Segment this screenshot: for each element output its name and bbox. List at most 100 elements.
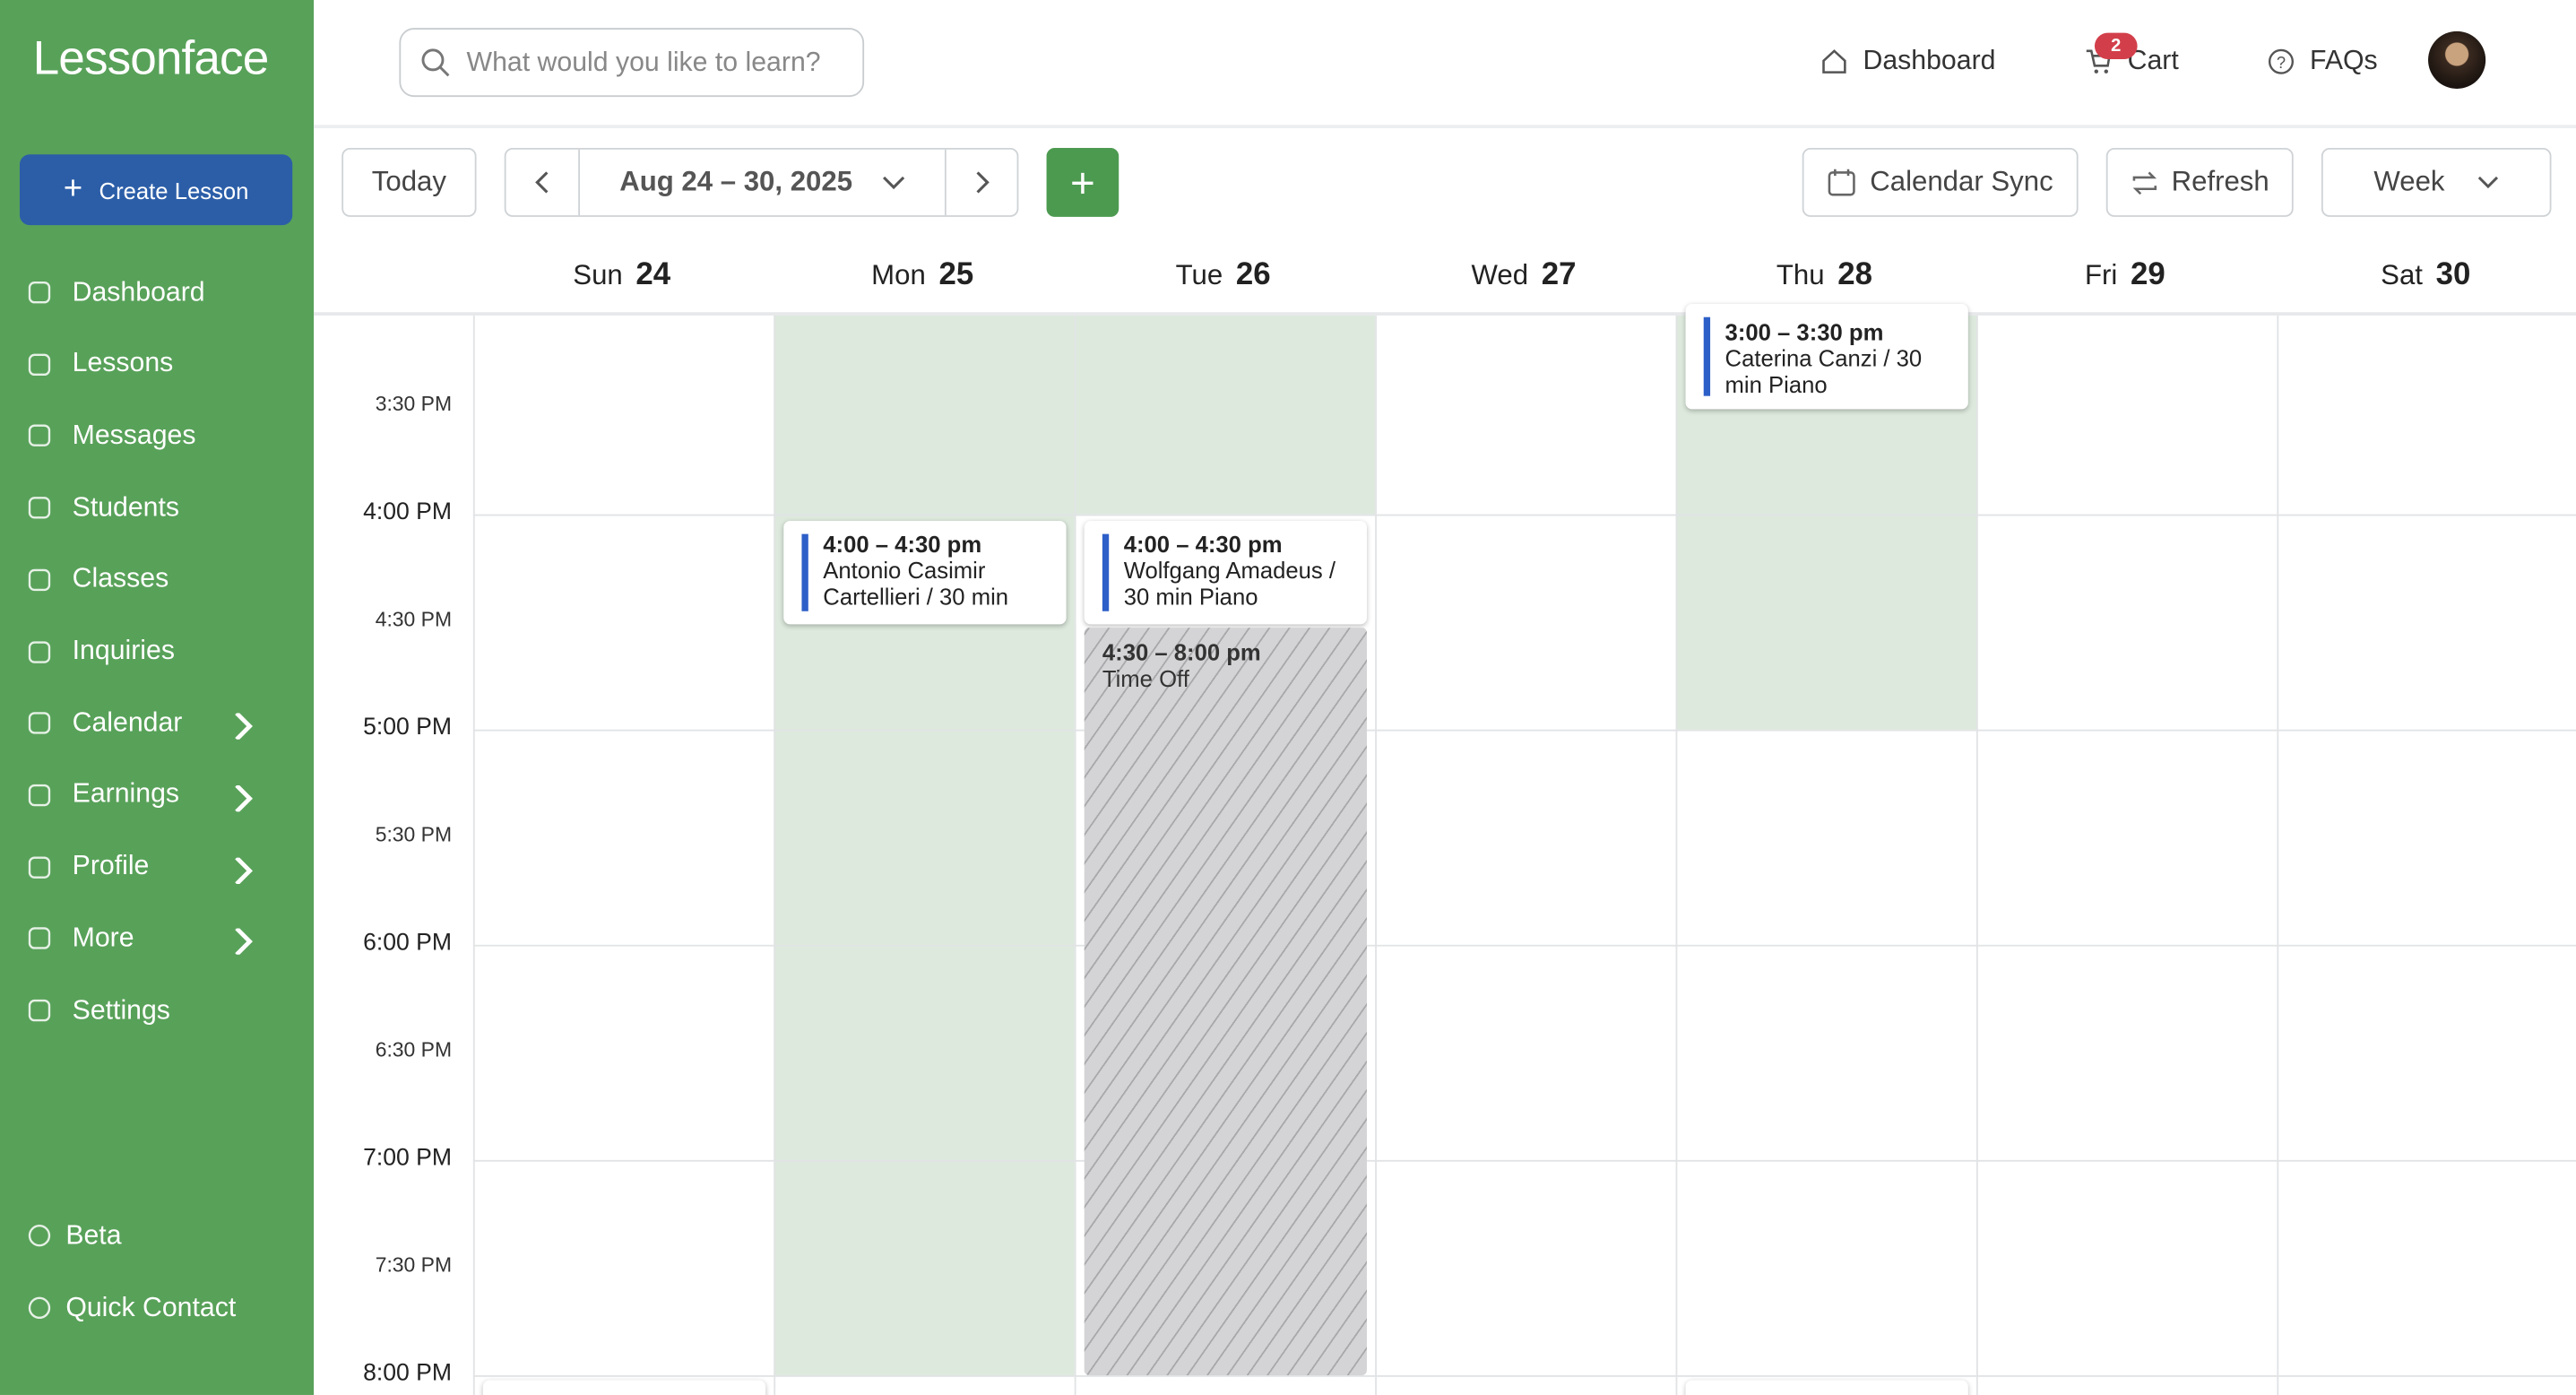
column-line: [1375, 315, 1377, 1395]
lesson-event[interactable]: 3:00 – 3:30 pm Caterina Canzi / 30 min Pi…: [1685, 304, 1968, 410]
chevron: [235, 784, 253, 812]
footer-label: Beta: [65, 1219, 122, 1250]
hour-line: [472, 514, 2576, 516]
time-label: 6:30 PM: [375, 1037, 453, 1061]
nav-label: Lessons: [72, 348, 174, 378]
day-date: 29: [2130, 257, 2165, 293]
link-label: FAQs: [2310, 46, 2378, 76]
lesson-event[interactable]: 4:00 – 4:30 pm Antonio Casimir Cartellier…: [783, 520, 1067, 625]
hour-line: [472, 729, 2576, 732]
event-time: 4:00 – 4:30 pm: [823, 530, 982, 558]
nav-item[interactable]: Lessons: [26, 342, 289, 387]
column-line: [2277, 315, 2279, 1395]
brand-logo[interactable]: Lessonface: [32, 32, 270, 86]
top-faqs-link[interactable]: ? FAQs: [2267, 46, 2378, 77]
column-line: [1675, 315, 1678, 1395]
day-header[interactable]: Tue 26: [1073, 256, 1373, 296]
time-label: 7:00 PM: [363, 1145, 453, 1172]
day-header[interactable]: Fri 29: [1975, 256, 2275, 296]
topbar: [314, 0, 2576, 128]
hour-line: [472, 1374, 2576, 1377]
top-dashboard-link[interactable]: Dashboard: [1820, 46, 1995, 77]
nav-item[interactable]: Messages: [26, 413, 289, 459]
footer-icon: [28, 1225, 51, 1247]
nav-icon: [28, 353, 51, 376]
footer-item[interactable]: Quick Contact: [26, 1285, 289, 1330]
day-header[interactable]: Thu 28: [1674, 256, 1975, 296]
search-placeholder: What would you like to learn?: [466, 47, 821, 77]
nav-icon: [28, 784, 51, 807]
button-label: Calendar Sync: [1870, 166, 2053, 197]
nav-label: Students: [72, 492, 180, 523]
chevron: [235, 929, 253, 956]
next-button[interactable]: [947, 150, 1016, 215]
create-lesson-label: Create Lesson: [99, 177, 249, 204]
day-date: 27: [1541, 257, 1577, 293]
event-card-edge: [1685, 1380, 1968, 1395]
nav-icon: [28, 497, 51, 519]
view-label: Week: [2373, 166, 2445, 197]
day-header[interactable]: Mon 25: [772, 256, 1072, 296]
create-lesson-button[interactable]: + Create Lesson: [19, 154, 293, 226]
day-header[interactable]: Sun 24: [471, 256, 772, 296]
nav-item[interactable]: More: [26, 915, 289, 961]
nav-icon: [28, 640, 51, 663]
cart-badge: 2: [2094, 32, 2138, 59]
hour-line: [472, 1159, 2576, 1162]
nav-item[interactable]: Earnings: [26, 772, 289, 818]
nav-label: Settings: [72, 994, 170, 1025]
today-button[interactable]: Today: [341, 147, 477, 217]
time-off-block[interactable]: 4:30 – 8:00 pm Time Off: [1084, 628, 1367, 1375]
add-button[interactable]: +: [1046, 147, 1119, 217]
user-avatar[interactable]: [2428, 30, 2486, 89]
day-name: Sat: [2381, 259, 2423, 291]
day-name: Tue: [1175, 259, 1223, 291]
nav-item[interactable]: Profile: [26, 844, 289, 889]
availability-block: [1074, 315, 1376, 515]
nav-icon: [28, 425, 51, 447]
sidebar: Lessonface + Create Lesson Dashboard Lesso…: [0, 0, 315, 1395]
nav-item[interactable]: Classes: [26, 557, 289, 602]
date-nav: Aug 24 – 30, 2025: [504, 147, 1019, 217]
nav-item[interactable]: Calendar: [26, 700, 289, 746]
time-label: 7:30 PM: [375, 1252, 453, 1277]
nav-item[interactable]: Dashboard: [26, 270, 289, 316]
header-divider: [314, 312, 2576, 316]
nav-label: Calendar: [72, 707, 183, 738]
day-date: 28: [1837, 257, 1872, 293]
refresh-button[interactable]: Refresh: [2105, 147, 2294, 217]
time-label: 4:00 PM: [363, 499, 453, 526]
calendar-sync-button[interactable]: Calendar Sync: [1802, 147, 2079, 217]
day-date: 24: [635, 257, 671, 293]
nav-icon: [28, 712, 51, 734]
search-box[interactable]: What would you like to learn?: [399, 28, 865, 98]
column-line: [774, 315, 776, 1395]
prev-button[interactable]: [506, 149, 580, 216]
nav-item[interactable]: Settings: [26, 987, 289, 1033]
event-time: 4:00 – 4:30 pm: [1123, 530, 1283, 558]
nav-icon: [28, 568, 51, 591]
time-label: 5:00 PM: [363, 715, 453, 741]
event-title: Time Off: [1102, 665, 1189, 692]
time-label: 3:30 PM: [375, 392, 453, 415]
nav-label: Profile: [72, 851, 150, 881]
time-label: 4:30 PM: [375, 607, 453, 630]
day-date: 26: [1235, 257, 1271, 293]
nav-item[interactable]: Inquiries: [26, 628, 289, 674]
day-header[interactable]: Sat 30: [2276, 256, 2576, 296]
button-label: Refresh: [2171, 166, 2269, 197]
day-date: 30: [2435, 257, 2471, 293]
date-range-picker[interactable]: Aug 24 – 30, 2025: [579, 149, 947, 216]
day-header[interactable]: Wed 27: [1373, 256, 1673, 296]
footer-item[interactable]: Beta: [26, 1213, 289, 1259]
day-date: 25: [938, 257, 974, 293]
svg-text:?: ?: [2277, 53, 2286, 72]
lesson-event[interactable]: 4:00 – 4:30 pm Wolfgang Amadeus / 30 min …: [1084, 520, 1367, 625]
hour-line: [472, 944, 2576, 947]
view-select[interactable]: Week: [2321, 147, 2552, 217]
column-line: [1074, 315, 1076, 1395]
day-name: Mon: [871, 259, 926, 291]
nav-item[interactable]: Students: [26, 485, 289, 531]
